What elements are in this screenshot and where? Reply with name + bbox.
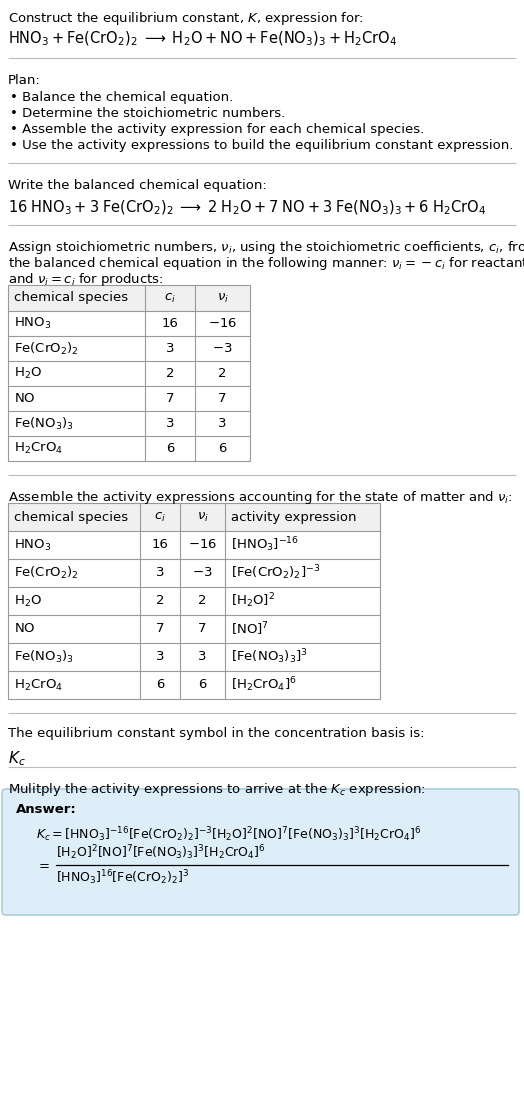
Text: $K_c = [\mathrm{HNO_3}]^{-16}[\mathrm{Fe(CrO_2)_2}]^{-3}[\mathrm{H_2O}]^{2}[\mat: $K_c = [\mathrm{HNO_3}]^{-16}[\mathrm{Fe… <box>36 825 421 844</box>
Text: $=$: $=$ <box>36 859 50 871</box>
Text: 16: 16 <box>161 317 179 330</box>
Text: Construct the equilibrium constant, $K$, expression for:: Construct the equilibrium constant, $K$,… <box>8 10 364 27</box>
Text: chemical species: chemical species <box>14 291 128 304</box>
Text: Write the balanced chemical equation:: Write the balanced chemical equation: <box>8 179 267 192</box>
Text: $-$3: $-$3 <box>212 342 233 355</box>
Text: $\mathrm{H_2CrO_4}$: $\mathrm{H_2CrO_4}$ <box>14 441 63 456</box>
Text: $[\mathrm{Fe(CrO_2)_2}]^{-3}$: $[\mathrm{Fe(CrO_2)_2}]^{-3}$ <box>231 563 320 582</box>
Text: 3: 3 <box>156 651 164 663</box>
Text: 6: 6 <box>219 442 227 455</box>
Text: $\nu_i$: $\nu_i$ <box>216 291 228 304</box>
Text: $\nu_i$: $\nu_i$ <box>196 510 209 524</box>
Text: $\mathrm{HNO_3}$: $\mathrm{HNO_3}$ <box>14 538 51 552</box>
Text: $\mathrm{H_2O}$: $\mathrm{H_2O}$ <box>14 593 42 609</box>
Text: 3: 3 <box>166 342 174 355</box>
Text: 2: 2 <box>156 594 164 608</box>
Bar <box>8 284 250 461</box>
Text: chemical species: chemical species <box>14 510 128 524</box>
Text: $\mathrm{HNO_3}$: $\mathrm{HNO_3}$ <box>14 315 51 331</box>
Text: • Use the activity expressions to build the equilibrium constant expression.: • Use the activity expressions to build … <box>10 139 514 152</box>
Text: 2: 2 <box>198 594 207 608</box>
Text: $\mathrm{Fe(NO_3)_3}$: $\mathrm{Fe(NO_3)_3}$ <box>14 415 74 432</box>
Text: $[\mathrm{H_2O}]^{2}$: $[\mathrm{H_2O}]^{2}$ <box>231 591 275 610</box>
Text: $[\mathrm{HNO_3}]^{-16}$: $[\mathrm{HNO_3}]^{-16}$ <box>231 536 299 555</box>
Text: the balanced chemical equation in the following manner: $\nu_i = -c_i$ for react: the balanced chemical equation in the fo… <box>8 255 524 272</box>
Text: • Assemble the activity expression for each chemical species.: • Assemble the activity expression for e… <box>10 123 424 136</box>
Text: 3: 3 <box>156 567 164 579</box>
Text: 7: 7 <box>166 392 174 405</box>
Text: 7: 7 <box>219 392 227 405</box>
Text: 3: 3 <box>166 417 174 430</box>
Text: 7: 7 <box>198 622 207 635</box>
Text: $\mathrm{Fe(NO_3)_3}$: $\mathrm{Fe(NO_3)_3}$ <box>14 649 74 665</box>
Text: Answer:: Answer: <box>16 803 77 816</box>
Text: $\mathrm{Fe(CrO_2)_2}$: $\mathrm{Fe(CrO_2)_2}$ <box>14 565 79 581</box>
Text: 6: 6 <box>156 679 164 692</box>
Text: $\mathrm{Fe(CrO_2)_2}$: $\mathrm{Fe(CrO_2)_2}$ <box>14 341 79 356</box>
Bar <box>8 503 380 531</box>
Text: $c_i$: $c_i$ <box>164 291 176 304</box>
Text: 6: 6 <box>166 442 174 455</box>
Text: 2: 2 <box>166 368 174 380</box>
Text: 3: 3 <box>219 417 227 430</box>
Text: activity expression: activity expression <box>231 510 356 524</box>
Text: $-$16: $-$16 <box>188 538 217 551</box>
Text: $K_c$: $K_c$ <box>8 749 26 767</box>
Text: Assemble the activity expressions accounting for the state of matter and $\nu_i$: Assemble the activity expressions accoun… <box>8 489 512 506</box>
Text: 16: 16 <box>151 538 168 551</box>
Text: and $\nu_i = c_i$ for products:: and $\nu_i = c_i$ for products: <box>8 271 163 288</box>
Text: $[\mathrm{HNO_3}]^{16}[\mathrm{Fe(CrO_2)_2}]^{3}$: $[\mathrm{HNO_3}]^{16}[\mathrm{Fe(CrO_2)… <box>56 868 189 887</box>
Text: $c_i$: $c_i$ <box>154 510 166 524</box>
Text: Plan:: Plan: <box>8 74 41 87</box>
Text: $[\mathrm{H_2O}]^{2}[\mathrm{NO}]^{7}[\mathrm{Fe(NO_3)_3}]^{3}[\mathrm{H_2CrO_4}: $[\mathrm{H_2O}]^{2}[\mathrm{NO}]^{7}[\m… <box>56 844 266 862</box>
Text: $-$3: $-$3 <box>192 567 213 579</box>
Text: • Determine the stoichiometric numbers.: • Determine the stoichiometric numbers. <box>10 107 285 120</box>
Text: $[\mathrm{H_2CrO_4}]^{6}$: $[\mathrm{H_2CrO_4}]^{6}$ <box>231 675 297 694</box>
Text: Mulitply the activity expressions to arrive at the $K_c$ expression:: Mulitply the activity expressions to arr… <box>8 782 426 798</box>
Text: $\mathrm{16\;HNO_3 + 3\;Fe(CrO_2)_2 \;\longrightarrow\; 2\;H_2O + 7\;NO + 3\;Fe(: $\mathrm{16\;HNO_3 + 3\;Fe(CrO_2)_2 \;\l… <box>8 199 486 217</box>
Text: 6: 6 <box>198 679 206 692</box>
Text: $\mathrm{HNO_3 + Fe(CrO_2)_2 \;\longrightarrow\; H_2O + NO + Fe(NO_3)_3 + H_2CrO: $\mathrm{HNO_3 + Fe(CrO_2)_2 \;\longrigh… <box>8 30 397 49</box>
Text: 7: 7 <box>156 622 164 635</box>
Text: 3: 3 <box>198 651 207 663</box>
Bar <box>8 503 380 699</box>
Text: The equilibrium constant symbol in the concentration basis is:: The equilibrium constant symbol in the c… <box>8 727 424 739</box>
Text: Assign stoichiometric numbers, $\nu_i$, using the stoichiometric coefficients, $: Assign stoichiometric numbers, $\nu_i$, … <box>8 239 524 256</box>
Text: $\mathrm{H_2O}$: $\mathrm{H_2O}$ <box>14 366 42 381</box>
Text: 2: 2 <box>219 368 227 380</box>
Text: $\mathrm{H_2CrO_4}$: $\mathrm{H_2CrO_4}$ <box>14 677 63 693</box>
FancyBboxPatch shape <box>2 789 519 915</box>
Text: $\mathrm{NO}$: $\mathrm{NO}$ <box>14 622 36 635</box>
Text: $[\mathrm{Fe(NO_3)_3}]^{3}$: $[\mathrm{Fe(NO_3)_3}]^{3}$ <box>231 648 308 666</box>
Text: $-$16: $-$16 <box>208 317 237 330</box>
Text: $\mathrm{NO}$: $\mathrm{NO}$ <box>14 392 36 405</box>
Text: $[\mathrm{NO}]^{7}$: $[\mathrm{NO}]^{7}$ <box>231 620 269 638</box>
Bar <box>8 284 250 311</box>
Text: • Balance the chemical equation.: • Balance the chemical equation. <box>10 91 233 104</box>
